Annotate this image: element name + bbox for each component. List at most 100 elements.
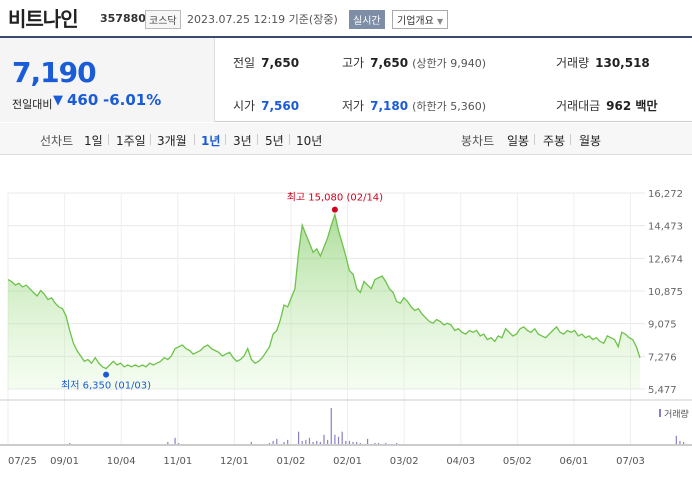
company-overview-button[interactable]: 기업개요 ▼ xyxy=(392,10,449,29)
amount-label: 거래대금 xyxy=(556,99,601,113)
x-tick-label: 09/01 xyxy=(50,456,79,467)
volume-bar xyxy=(323,434,325,444)
low-price: 저가 7,180 (하한가 5,360) xyxy=(342,97,486,114)
y-tick-label: 14,473 xyxy=(648,222,683,233)
high-marker xyxy=(331,206,338,213)
candle-monthly[interactable]: 월봉 xyxy=(579,134,602,148)
period-1y[interactable]: 1년 xyxy=(201,134,221,148)
price-summary: 7,190 전일대비 ▼ 460 -6.01% 전일 7,650 고가 7,650(… xyxy=(0,36,692,122)
volume-bar xyxy=(352,441,354,444)
volume-bar xyxy=(268,442,271,444)
volume-bar xyxy=(345,440,347,444)
volume-bar xyxy=(167,441,169,444)
x-tick-label: 10/04 xyxy=(107,456,136,467)
low-marker xyxy=(103,371,110,378)
volume-bar xyxy=(330,408,332,444)
market-badge: 코스닥 xyxy=(145,10,181,29)
y-tick-label: 7,276 xyxy=(648,352,677,363)
down-arrow-icon: ▼ xyxy=(53,93,63,108)
volume-bar xyxy=(679,440,681,444)
stock-name: 비트나인 xyxy=(8,7,79,31)
x-tick-label: 11/01 xyxy=(163,456,192,467)
divider xyxy=(194,134,195,145)
price-chart: 최고 15,080 (02/14) 최저 6,350 (01/03) 16,272… xyxy=(0,189,692,467)
amount-value: 962 백만 xyxy=(606,99,658,113)
volume-bar xyxy=(174,437,176,444)
divider xyxy=(257,134,258,145)
stock-code: 357880 xyxy=(100,12,146,25)
line-chart-label: 선차트 xyxy=(40,134,74,148)
volume-bar xyxy=(272,440,274,444)
volume-legend-swatch xyxy=(659,409,661,417)
volume-bar xyxy=(359,442,361,444)
volume-bars: 거래량 xyxy=(69,408,689,444)
low-label: 저가 xyxy=(342,99,365,113)
period-1d[interactable]: 1일 xyxy=(84,134,103,148)
change-percent: -6.01% xyxy=(103,91,162,109)
x-tick-label: 06/01 xyxy=(560,456,589,467)
volume: 거래량 130,518 xyxy=(556,54,650,71)
period-3m[interactable]: 3개월 xyxy=(157,134,187,148)
y-tick-label: 16,272 xyxy=(648,189,683,200)
realtime-button[interactable]: 실시간 xyxy=(349,10,385,29)
volume-bar xyxy=(301,440,303,444)
volume-bar xyxy=(374,442,376,444)
high-label: 고가 xyxy=(342,56,365,70)
volume-bar xyxy=(341,431,343,444)
chart-marks: 최고 15,080 (02/14) 최저 6,350 (01/03) xyxy=(61,192,383,392)
y-tick-label: 9,075 xyxy=(648,320,677,331)
volume-value: 130,518 xyxy=(595,56,650,70)
volume-bar xyxy=(356,441,358,444)
volume-bar xyxy=(348,440,351,444)
volume-bar xyxy=(396,442,398,444)
period-3y[interactable]: 3년 xyxy=(233,134,252,148)
open-price: 시가 7,560 xyxy=(233,97,299,114)
lower-limit: (하한가 5,360) xyxy=(412,100,486,113)
volume-bar xyxy=(316,440,318,444)
volume-bar xyxy=(377,442,380,444)
x-tick-label: 07/25 xyxy=(8,456,37,467)
volume-bar xyxy=(297,431,300,444)
volume-bar xyxy=(69,442,71,444)
period-10y[interactable]: 10년 xyxy=(296,134,323,148)
x-tick-label: 02/01 xyxy=(333,456,362,467)
upper-limit: (상한가 9,940) xyxy=(412,57,486,70)
period-bar: 선차트 1일 1주일 3개월 1년 3년 5년 10년 봉차트 일봉 주봉 월봉 xyxy=(0,123,692,155)
period-5y[interactable]: 5년 xyxy=(265,134,284,148)
y-tick-label: 10,875 xyxy=(648,287,683,298)
volume-bar xyxy=(305,439,307,444)
trade-amount: 거래대금 962 백만 xyxy=(556,97,657,114)
x-tick-label: 01/02 xyxy=(277,456,306,467)
volume-bar xyxy=(250,441,252,444)
prev-close-label: 전일 xyxy=(233,56,256,70)
stock-header: 비트나인 357880 코스닥 2023.07.25 12:19 기준(장중) … xyxy=(0,0,692,36)
y-axis: 16,272 14,473 12,674 10,875 9,075 7,276 5,477 xyxy=(648,189,683,396)
open-value: 7,560 xyxy=(261,99,300,113)
volume-bar xyxy=(337,436,340,444)
volume-bar xyxy=(675,435,677,444)
candle-weekly[interactable]: 주봉 xyxy=(543,134,566,148)
volume-label: 거래량 xyxy=(556,56,590,70)
volume-bar xyxy=(287,439,289,444)
timestamp: 2023.07.25 12:19 기준(장중) xyxy=(187,13,338,26)
volume-bar xyxy=(178,442,180,444)
price-area-fill xyxy=(8,214,640,389)
divider xyxy=(289,134,290,145)
x-tick-label: 04/03 xyxy=(446,456,475,467)
current-price: 7,190 xyxy=(12,56,97,89)
volume-bar xyxy=(283,441,285,444)
volume-bar xyxy=(334,434,336,444)
low-annotation: 최저 6,350 (01/03) xyxy=(61,380,151,392)
divider xyxy=(108,134,109,145)
period-1w[interactable]: 1주일 xyxy=(116,134,146,148)
x-tick-label: 05/02 xyxy=(503,456,532,467)
chevron-down-icon: ▼ xyxy=(437,17,444,26)
divider xyxy=(150,134,151,145)
volume-bar xyxy=(385,442,387,444)
candle-daily[interactable]: 일봉 xyxy=(507,134,530,148)
volume-bar xyxy=(308,437,311,444)
x-tick-label: 07/03 xyxy=(616,456,645,467)
change-value: 460 xyxy=(67,91,99,109)
high-annotation: 최고 15,080 (02/14) xyxy=(287,192,383,204)
x-tick-label: 12/01 xyxy=(220,456,249,467)
